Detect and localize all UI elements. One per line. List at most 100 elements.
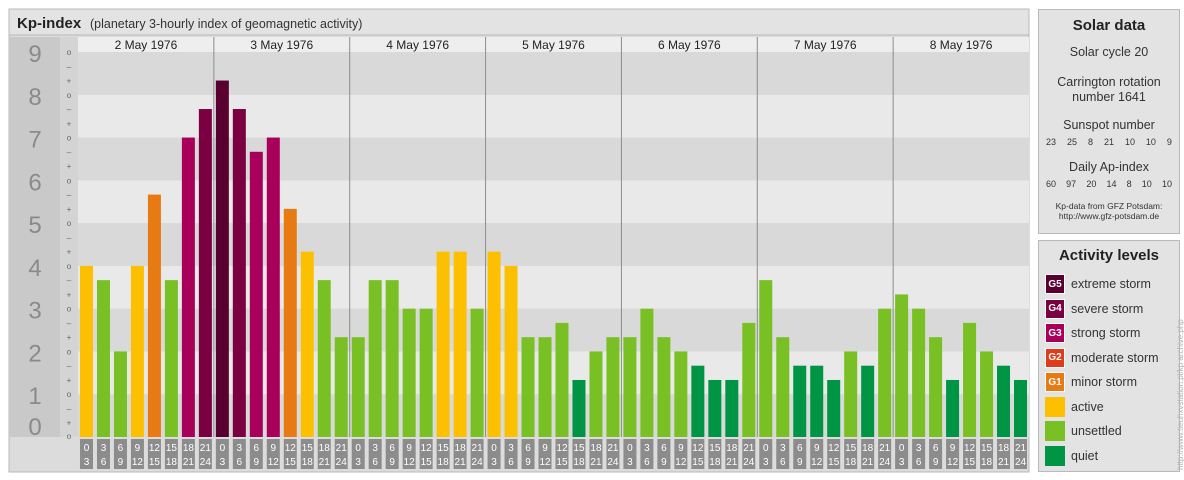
y-axis-column (9, 37, 60, 437)
hour-label-end: 21 (726, 457, 738, 468)
legend-swatch: G2 (1045, 347, 1065, 368)
kp-bar (810, 365, 824, 437)
hour-label-start: 9 (678, 443, 684, 454)
hour-label-start: 12 (964, 443, 976, 454)
hour-cell (912, 439, 926, 469)
hour-label-start: 6 (661, 443, 667, 454)
y-subtick: o (67, 390, 72, 399)
y-subtick: o (67, 305, 72, 314)
kp-bar (725, 379, 739, 437)
legend-item: active (1045, 396, 1104, 417)
sunspot-value: 9 (1166, 137, 1172, 147)
hour-cell (759, 439, 773, 469)
ap-value: 60 (1046, 179, 1057, 189)
hour-label-end: 18 (166, 457, 178, 468)
y-subtick: o (67, 432, 72, 441)
y-tick-label: 0 (28, 414, 41, 441)
hour-cell (810, 439, 824, 469)
y-tick-label: 7 (28, 127, 41, 154)
title-bar (8, 8, 1030, 36)
kp-bar (742, 322, 756, 437)
hour-label-start: 18 (726, 443, 738, 454)
hour-cell (266, 439, 280, 469)
hour-cell (368, 439, 382, 469)
hour-label-start: 18 (319, 443, 331, 454)
hour-cell (844, 439, 858, 469)
kp-bar (538, 337, 552, 437)
legend-swatch: G4 (1045, 298, 1065, 319)
ap-index-title: Daily Ap-index (1069, 160, 1149, 174)
hour-cell (708, 439, 722, 469)
hour-cell (861, 439, 875, 469)
credit-text: http://www.tieuhxvstation.pl/kp archive.… (1176, 319, 1184, 470)
kp-bar (96, 280, 110, 437)
kp-bar (793, 365, 807, 437)
hour-label-end: 6 (237, 457, 243, 468)
kp-bar (232, 109, 246, 438)
hour-cell (300, 439, 314, 469)
hour-label-start: 18 (183, 443, 195, 454)
y-subtick: + (67, 376, 72, 385)
hour-label-end: 9 (118, 457, 124, 468)
hour-label-end: 18 (709, 457, 721, 468)
kp-bar (334, 337, 348, 437)
legend-item: G1 minor storm (1045, 372, 1137, 392)
hour-label-start: 15 (302, 443, 314, 454)
hour-label-end: 21 (183, 457, 195, 468)
hour-label-start: 6 (797, 443, 803, 454)
hour-cell (776, 439, 790, 469)
sunspot-value: 21 (1103, 137, 1114, 147)
hour-label-end: 9 (797, 457, 803, 468)
kp-bar (1014, 379, 1028, 437)
hour-cell (402, 439, 416, 469)
hour-cell (555, 439, 569, 469)
hour-cell (470, 439, 484, 469)
hour-cell (96, 439, 110, 469)
hour-cell (623, 439, 637, 469)
hour-label-end: 3 (355, 457, 361, 468)
legend-swatch (1045, 445, 1065, 466)
kp-bar (368, 280, 382, 437)
carrington-rotation-line1: Carrington rotation (1057, 75, 1161, 89)
sunspot-value: 10 (1145, 137, 1156, 147)
kp-bar (147, 194, 161, 437)
hour-label-end: 6 (101, 457, 107, 468)
hour-cell (181, 439, 195, 469)
hour-label-start: 0 (355, 443, 361, 454)
hour-label-end: 6 (372, 457, 378, 468)
hour-cell (997, 439, 1011, 469)
hour-cell (793, 439, 807, 469)
hour-label-end: 9 (933, 457, 939, 468)
hour-label-end: 12 (404, 457, 416, 468)
y-subtick: + (67, 419, 72, 428)
hour-label-start: 9 (542, 443, 548, 454)
y-subtick: – (67, 404, 72, 413)
hour-label-end: 21 (590, 457, 602, 468)
data-source-link[interactable]: http://www.gfz-potsdam.de (1058, 211, 1160, 221)
kp-bar (861, 365, 875, 437)
hour-cell (640, 439, 654, 469)
y-subtick-column (60, 37, 78, 437)
hour-label-start: 0 (220, 443, 226, 454)
kp-bar (487, 251, 501, 437)
hour-label-end: 12 (675, 457, 687, 468)
hour-cell (878, 439, 892, 469)
hour-label-start: 15 (573, 443, 585, 454)
day-label: 8 May 1976 (930, 38, 993, 52)
hour-cell (589, 439, 603, 469)
y-subtick: + (67, 290, 72, 299)
y-subtick: – (67, 319, 72, 328)
kp-bar (963, 322, 977, 437)
hour-label-start: 18 (862, 443, 874, 454)
kp-bar (317, 280, 331, 437)
hour-cell (130, 439, 144, 469)
y-subtick: – (67, 362, 72, 371)
chart-title: Kp-index (17, 15, 82, 32)
kp-bar (300, 251, 314, 437)
hour-label-start: 3 (780, 443, 786, 454)
hour-label-end: 3 (220, 457, 226, 468)
hour-label-end: 6 (916, 457, 922, 468)
hour-label-end: 21 (862, 457, 874, 468)
kp-bar (470, 308, 484, 437)
